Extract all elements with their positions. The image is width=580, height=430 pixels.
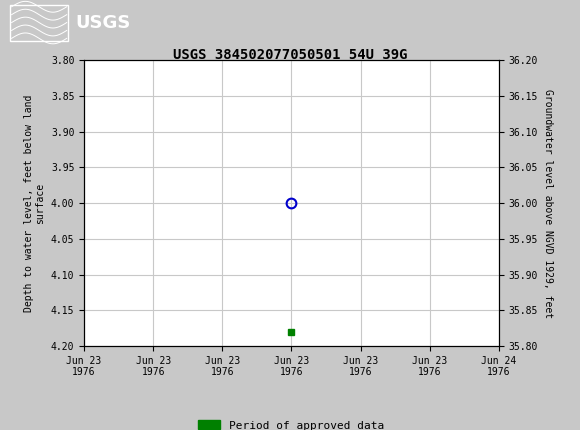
Y-axis label: Groundwater level above NGVD 1929, feet: Groundwater level above NGVD 1929, feet <box>543 89 553 318</box>
Text: USGS 384502077050501 54U 39G: USGS 384502077050501 54U 39G <box>173 48 407 62</box>
Legend: Period of approved data: Period of approved data <box>194 416 389 430</box>
Text: USGS: USGS <box>75 14 130 31</box>
Y-axis label: Depth to water level, feet below land
surface: Depth to water level, feet below land su… <box>24 95 45 312</box>
Bar <box>10 4 68 41</box>
